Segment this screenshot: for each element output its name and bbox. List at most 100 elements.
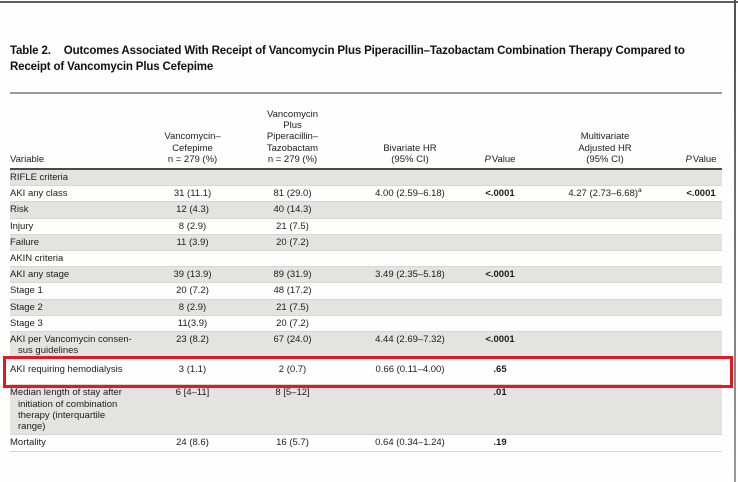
col-vc-value: 23 (8.2)	[150, 331, 235, 360]
col-vpt-value: 48 (17.2)	[235, 282, 350, 300]
col-p1-value: <.0001	[470, 331, 530, 360]
col-vc-value	[150, 169, 235, 187]
table-body: RIFLE criteria AKI any class 31 (11.1) 81 (…	[10, 169, 722, 453]
col-p2-value	[680, 358, 722, 386]
col-vc-value: 31 (11.1)	[150, 185, 235, 203]
col-vc-value: 20 (7.2)	[150, 282, 235, 300]
col-vpt-value: 2 (0.7)	[235, 358, 350, 386]
col-bivariate-hr-value	[350, 315, 470, 333]
col-p2-value	[680, 266, 722, 284]
table-row: Risk 12 (4.3) 40 (14.3)	[10, 201, 722, 219]
table-row: Mortality 24 (8.6) 16 (5.7) 0.64 (0.34–1.24…	[10, 434, 722, 453]
p-italic: P	[685, 153, 692, 165]
col-vc-value: 3 (1.1)	[150, 358, 235, 386]
col-p2-value	[680, 434, 722, 453]
col-vpt-value: 89 (31.9)	[235, 266, 350, 284]
col-bivariate-hr-value	[350, 201, 470, 219]
col-vpt-value: 20 (7.2)	[235, 234, 350, 252]
col-vc-value	[150, 250, 235, 268]
row-label: Mortality	[10, 434, 150, 453]
col-p2-value	[680, 250, 722, 268]
col-multivariate-hr-value	[530, 201, 680, 219]
header-p-value-2: PValue	[680, 93, 722, 170]
row-label: AKI per Vancomycin consen- sus guideline…	[10, 331, 150, 360]
col-multivariate-hr-value	[530, 218, 680, 235]
header-p-value-1: PValue	[470, 93, 530, 170]
table-row: AKIN criteria	[10, 250, 722, 268]
col-vpt-value: 81 (29.0)	[235, 185, 350, 203]
col-bivariate-hr-value	[350, 250, 470, 268]
col-p1-value: <.0001	[470, 185, 530, 203]
col-vpt-value: 67 (24.0)	[235, 331, 350, 360]
col-bivariate-hr-value: 3.49 (2.35–5.18)	[350, 266, 470, 284]
col-vpt-value: 16 (5.7)	[235, 434, 350, 453]
table-row: AKI per Vancomycin consen- sus guideline…	[10, 331, 722, 360]
col-p2-value	[680, 201, 722, 219]
table-row: AKI any stage 39 (13.9) 89 (31.9) 3.49 (2.3…	[10, 266, 722, 284]
footnote-marker: a	[638, 187, 642, 195]
col-p2-value	[680, 169, 722, 187]
col-p2-value	[680, 315, 722, 333]
col-vc-value: 39 (13.9)	[150, 266, 235, 284]
col-vc-value: 8 (2.9)	[150, 218, 235, 235]
col-p2-value	[680, 234, 722, 252]
col-multivariate-hr-value	[530, 299, 680, 316]
col-p1-value: .01	[470, 384, 530, 436]
table-title: Table 2. Outcomes Associated With Receipt…	[10, 44, 710, 75]
col-p1-value	[470, 169, 530, 187]
col-p1-value	[470, 282, 530, 300]
table-title-text: Outcomes Associated With Receipt of Vanc…	[10, 45, 685, 73]
col-bivariate-hr-value	[350, 384, 470, 436]
col-vpt-value: 20 (7.2)	[235, 315, 350, 333]
table-row: AKI any class 31 (11.1) 81 (29.0) 4.00 (2.5…	[10, 185, 722, 203]
col-p2-value	[680, 218, 722, 235]
col-p2-value	[680, 299, 722, 316]
table-header: Variable Vancomycin– Cefepime n = 279 (%…	[10, 93, 722, 170]
col-bivariate-hr-value	[350, 234, 470, 252]
outcomes-table: Variable Vancomycin– Cefepime n = 279 (%…	[10, 92, 722, 453]
table-row: Stage 1 20 (7.2) 48 (17.2)	[10, 282, 722, 300]
row-label: AKI any class	[10, 185, 150, 203]
col-vc-value: 11(3.9)	[150, 315, 235, 333]
table-row: Median length of stay after initiation o…	[10, 384, 722, 436]
row-label: RIFLE criteria	[10, 169, 150, 187]
col-multivariate-hr-value	[530, 331, 680, 360]
row-label: AKI requiring hemodialysis	[10, 358, 150, 386]
col-vpt-value: 21 (7.5)	[235, 218, 350, 235]
row-label: Risk	[10, 201, 150, 219]
row-label: Stage 3	[10, 315, 150, 333]
col-p1-value: .19	[470, 434, 530, 453]
header-multivariate-hr: Multivariate Adjusted HR (95% CI)	[530, 93, 680, 170]
col-bivariate-hr-value: 0.64 (0.34–1.24)	[350, 434, 470, 453]
col-p2-value	[680, 282, 722, 300]
page-edge-right	[734, 0, 736, 482]
col-p1-value	[470, 218, 530, 235]
p-rest: Value	[692, 153, 717, 165]
col-vc-value: 11 (3.9)	[150, 234, 235, 252]
row-label: Injury	[10, 218, 150, 235]
table-row: Injury 8 (2.9) 21 (7.5)	[10, 218, 722, 235]
col-vpt-value	[235, 169, 350, 187]
col-vpt-value: 8 [5–12]	[235, 384, 350, 436]
col-multivariate-hr-value	[530, 358, 680, 386]
table-row: AKI requiring hemodialysis 3 (1.1) 2 (0.7)…	[10, 358, 722, 386]
col-bivariate-hr-value	[350, 282, 470, 300]
col-p1-value	[470, 234, 530, 252]
row-label: AKIN criteria	[10, 250, 150, 268]
header-variable: Variable	[10, 93, 150, 170]
col-p1-value	[470, 315, 530, 333]
col-multivariate-hr-value	[530, 384, 680, 436]
col-p2-value	[680, 331, 722, 360]
header-bivariate-hr: Bivariate HR (95% CI)	[350, 93, 470, 170]
col-bivariate-hr-value	[350, 169, 470, 187]
col-multivariate-hr-value	[530, 250, 680, 268]
page-edge-top	[0, 1, 738, 3]
row-label: Failure	[10, 234, 150, 252]
p-italic: P	[484, 153, 491, 165]
col-vc-value: 12 (4.3)	[150, 201, 235, 219]
col-bivariate-hr-value	[350, 299, 470, 316]
col-p1-value: <.0001	[470, 266, 530, 284]
col-multivariate-hr-value	[530, 282, 680, 300]
